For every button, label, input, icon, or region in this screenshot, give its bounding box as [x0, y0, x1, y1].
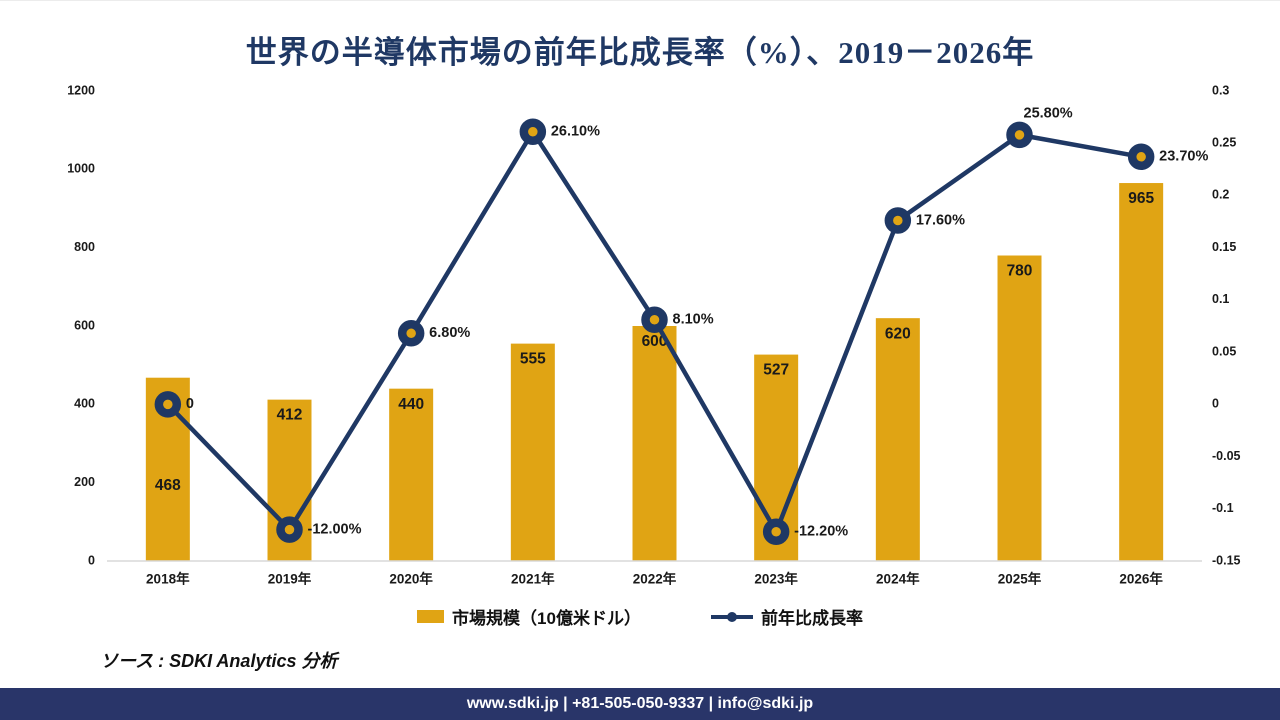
bar-label-2018年: 468	[155, 477, 181, 494]
bar-label-2022年: 600	[642, 333, 668, 350]
bar-label-2025年: 780	[1007, 263, 1033, 280]
x-axis-label-2024年: 2024年	[876, 571, 920, 587]
growth-label-2021年: 26.10%	[551, 124, 600, 140]
growth-label-2018年: 0	[186, 396, 194, 412]
y-axis-right-tick-0.1: 0.1	[1212, 292, 1229, 306]
x-axis-label-2021年: 2021年	[511, 571, 555, 587]
y-axis-right-tick-0.25: 0.25	[1212, 136, 1236, 150]
legend-label-growth-rate: 前年比成長率	[760, 609, 863, 628]
bar-2024年	[875, 318, 920, 561]
growth-label-2020年: 6.80%	[429, 325, 470, 341]
x-axis-label-2026年: 2026年	[1119, 571, 1163, 587]
source-note: ソース : SDKI Analytics 分析	[100, 651, 338, 671]
y-axis-right-tick--0.1: -0.1	[1212, 501, 1234, 515]
bar-2022年	[632, 326, 677, 561]
legend: 市場規模（10億米ドル） 前年比成長率	[0, 604, 1280, 629]
bar-2026年	[1119, 183, 1164, 561]
x-axis-label-2023年: 2023年	[754, 571, 798, 587]
line-marker-swatch-icon	[710, 611, 753, 622]
growth-label-2026年: 23.70%	[1159, 149, 1208, 165]
legend-label-market-size: 市場規模（10億米ドル）	[452, 609, 641, 628]
growth-label-2019年: -12.00%	[308, 521, 362, 537]
bar-label-2020年: 440	[398, 396, 424, 413]
y-axis-right-tick-0.2: 0.2	[1212, 188, 1229, 202]
bar-label-2024年: 620	[885, 325, 911, 342]
growth-marker-2023年	[762, 518, 790, 546]
y-axis-right-tick--0.05: -0.05	[1212, 449, 1241, 463]
growth-marker-2026年	[1127, 143, 1155, 171]
footer-contact-text: www.sdki.jp | +81-505-050-9337 | info@sd…	[466, 695, 814, 712]
y-axis-right-tick-0: 0	[1212, 397, 1219, 411]
y-axis-right-tick-0.05: 0.05	[1212, 344, 1236, 358]
growth-marker-2021年	[519, 118, 547, 145]
growth-label-2024年: 17.60%	[916, 212, 965, 228]
bar-2025年	[997, 255, 1042, 561]
x-axis-label-2018年: 2018年	[146, 571, 190, 587]
bar-label-2023年: 527	[763, 362, 789, 379]
growth-marker-2025年	[1006, 121, 1033, 149]
bar-label-2021年: 555	[520, 351, 546, 368]
footer-bar: www.sdki.jp | +81-505-050-9337 | info@sd…	[0, 688, 1280, 720]
bar-label-2019年: 412	[277, 407, 303, 424]
y-axis-left-tick-400: 400	[74, 397, 95, 411]
y-axis-left-tick-1200: 1200	[67, 83, 95, 97]
y-axis-left-tick-600: 600	[74, 318, 95, 332]
bar-2020年	[389, 388, 434, 561]
y-axis-left-tick-200: 200	[74, 475, 95, 489]
growth-label-2023年: -12.20%	[794, 524, 848, 540]
growth-label-2022年: 8.10%	[673, 312, 714, 328]
x-axis-label-2020年: 2020年	[389, 571, 433, 587]
growth-marker-2020年	[397, 320, 425, 347]
y-axis-right-tick--0.15: -0.15	[1212, 553, 1241, 567]
bar-swatch-icon	[417, 610, 445, 623]
y-axis-left-tick-1000: 1000	[67, 162, 95, 176]
legend-item-growth-rate: 前年比成長率	[710, 604, 863, 629]
x-axis-label-2019年: 2019年	[268, 571, 312, 587]
growth-label-2025年: 25.80%	[1024, 106, 1073, 122]
y-axis-left-tick-0: 0	[88, 553, 95, 567]
bar-2021年	[510, 343, 555, 561]
growth-marker-2019年	[276, 516, 303, 543]
growth-marker-2022年	[641, 306, 668, 333]
y-axis-right-tick-0.3: 0.3	[1212, 83, 1229, 97]
growth-marker-2018年	[154, 391, 182, 418]
x-axis-label-2022年: 2022年	[633, 571, 677, 587]
combo-chart: 468 412 440 555 600 527 620 780 965 0 -12.00% 6.80%…	[67, 83, 1241, 587]
legend-item-market-size: 市場規模（10億米ドル）	[417, 604, 641, 629]
y-axis-left-tick-800: 800	[74, 240, 95, 254]
bar-label-2026年: 965	[1128, 190, 1154, 207]
x-axis-label-2025年: 2025年	[998, 571, 1042, 587]
chart-title: 世界の半導体市場の前年比成長率（%）、2019－2026年	[245, 35, 1035, 70]
y-axis-right-tick-0.15: 0.15	[1212, 240, 1236, 254]
growth-marker-2024年	[884, 207, 912, 234]
